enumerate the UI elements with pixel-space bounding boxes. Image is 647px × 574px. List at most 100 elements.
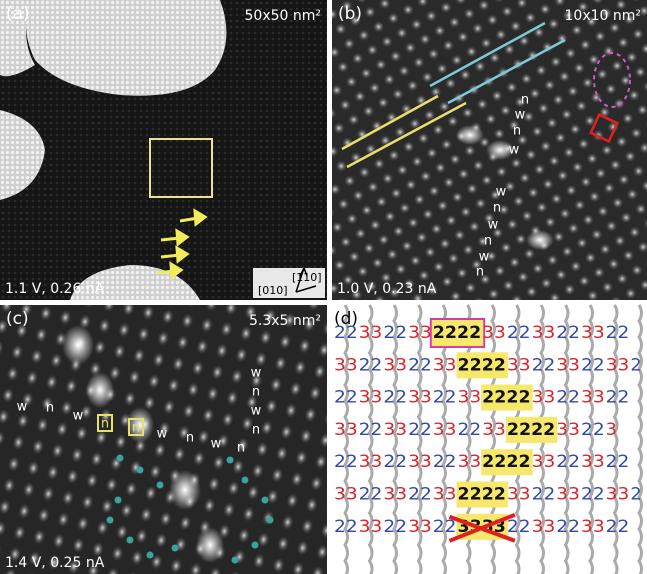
- digit-group: 33: [334, 420, 358, 440]
- digit-group: 22: [556, 452, 580, 472]
- site-label: w: [157, 427, 168, 442]
- digit-group: 33: [334, 355, 358, 375]
- scale-label: 5.3x5 nm²: [249, 313, 321, 329]
- site-label: w: [73, 409, 84, 424]
- digit-group: 2222: [507, 420, 555, 440]
- digit-group: 33: [532, 452, 556, 472]
- digit-group: 33: [458, 388, 482, 408]
- digit-group: 33: [408, 452, 432, 472]
- panel-label: (a): [6, 4, 30, 24]
- digit-group: 2222: [458, 485, 506, 505]
- panel-label: (d): [334, 309, 358, 329]
- digit-group: 33: [458, 452, 482, 472]
- digit-group: 22: [408, 355, 432, 375]
- site-label: n: [513, 124, 521, 139]
- digit-group: 33: [581, 388, 605, 408]
- digit-group: 22: [433, 452, 457, 472]
- axis-label: [110]: [292, 271, 322, 284]
- digit-group: 33: [383, 485, 407, 505]
- digit-group: 33: [581, 323, 605, 343]
- site-label: n: [101, 417, 109, 432]
- marker-dot: [127, 537, 134, 544]
- marker-dot: [107, 517, 114, 524]
- digit-group: 33: [433, 420, 457, 440]
- site-label: w: [251, 366, 262, 381]
- digit-group: 22: [581, 355, 605, 375]
- site-label: n: [252, 385, 260, 400]
- site-label: w: [488, 218, 499, 233]
- digit-group: 33: [408, 517, 432, 537]
- digit-group: 33: [433, 485, 457, 505]
- digit-group: 22: [606, 517, 630, 537]
- digit-group: 22: [359, 355, 383, 375]
- digit-group: 33: [359, 517, 383, 537]
- digit-group: 33: [606, 355, 630, 375]
- panel-label: (c): [6, 309, 29, 329]
- digit-group: 22: [606, 388, 630, 408]
- marker-dot: [252, 542, 259, 549]
- figure: 2233223322223322332233223322332233222233…: [0, 0, 647, 574]
- site-label: n: [476, 265, 484, 280]
- site-label: w: [17, 400, 28, 415]
- digit-group: 33: [581, 517, 605, 537]
- bias-label: 1.0 V, 0.23 nA: [337, 281, 437, 297]
- digit-group: 22: [334, 452, 358, 472]
- site-label: n: [484, 234, 492, 249]
- marker-dot: [157, 482, 164, 489]
- digit-group: 22: [433, 388, 457, 408]
- site-label: n: [521, 93, 529, 108]
- digit-group: 33: [433, 355, 457, 375]
- digit-group: 33: [532, 323, 556, 343]
- marker-dot: [117, 455, 124, 462]
- panel-label: (b): [338, 4, 362, 24]
- digit-group: 22: [532, 485, 556, 505]
- digit-group: 33: [532, 517, 556, 537]
- marker-dot: [147, 552, 154, 559]
- digit-group: 33: [383, 420, 407, 440]
- digit-group: 33: [556, 485, 580, 505]
- marker-dot: [115, 497, 122, 504]
- bias-label: 1.4 V, 0.25 nA: [5, 555, 105, 571]
- digit-group: 33: [482, 420, 506, 440]
- marker-dot: [172, 545, 179, 552]
- digit-group: 33: [556, 355, 580, 375]
- digit-group: 22: [507, 517, 531, 537]
- site-label: n: [493, 201, 501, 216]
- digit-group: 22: [383, 323, 407, 343]
- digit-group: 2222: [482, 452, 530, 472]
- digit-group: 22: [383, 388, 407, 408]
- site-label: w: [496, 185, 507, 200]
- digit-group: 2: [630, 355, 641, 375]
- digit-group: 22: [556, 323, 580, 343]
- digit-group: 22: [359, 420, 383, 440]
- digit-group: 33: [581, 452, 605, 472]
- digit-group: 33: [556, 420, 580, 440]
- digit-group: 22: [383, 452, 407, 472]
- digit-group: 33: [507, 485, 531, 505]
- digit-group: 2222: [482, 388, 530, 408]
- digit-group: 22: [556, 388, 580, 408]
- digit-group: 22: [359, 485, 383, 505]
- digit-group: 22: [408, 420, 432, 440]
- digit-group: 22: [581, 485, 605, 505]
- site-label: w: [515, 108, 526, 123]
- digit-group: 33: [383, 355, 407, 375]
- digit-group: 3: [606, 420, 617, 440]
- marker-dot: [227, 457, 234, 464]
- digit-group: 22: [334, 388, 358, 408]
- digit-group: 22: [507, 323, 531, 343]
- site-label: w: [509, 143, 520, 158]
- digit-group: 33: [408, 388, 432, 408]
- digit-group: 33: [507, 355, 531, 375]
- scale-label: 50x50 nm²: [245, 8, 322, 24]
- digit-group: 33: [408, 323, 432, 343]
- digit-group: 22: [383, 517, 407, 537]
- digit-group: 22: [334, 517, 358, 537]
- digit-group: 33: [482, 323, 506, 343]
- digit-group: 22: [458, 420, 482, 440]
- digit-group: 33: [359, 323, 383, 343]
- digit-group: 2: [630, 485, 641, 505]
- digit-group: 33: [532, 388, 556, 408]
- site-label: n: [186, 431, 194, 446]
